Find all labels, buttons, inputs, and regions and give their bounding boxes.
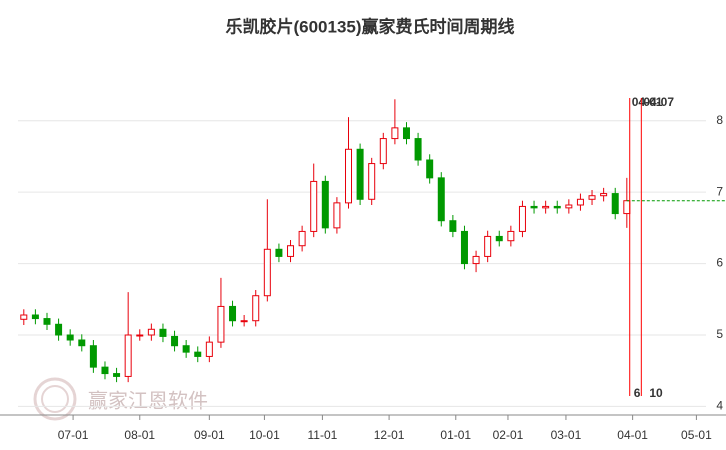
candle-body [588,195,596,200]
x-tick-label: 03-01 [551,428,582,442]
chart-title: 乐凯胶片(600135)赢家费氏时间周期线 [225,16,514,36]
candle-body [124,334,132,377]
candle-body [113,373,121,377]
x-tick-label: 12-01 [374,428,405,442]
candle-body [391,127,399,140]
cycle-count: 6 [634,386,641,400]
candle-body [205,341,213,357]
candle-body [472,255,480,265]
x-tick-label: 01-01 [440,428,471,442]
candle-body [495,235,503,242]
candle-body [229,305,237,322]
watermark: 赢家江恩软件 [88,389,208,412]
candle-body [89,345,97,368]
candle-body [460,230,468,265]
candle-body [321,180,329,229]
candle-body [402,127,410,140]
candle-body [542,205,550,209]
candle-body [240,320,248,323]
candle-body [484,235,492,257]
candle-body [252,295,260,322]
candle-body [611,193,619,215]
candle-body [275,248,283,257]
candle-body [31,314,39,320]
candle-body [136,334,144,337]
x-tick-label: 04-01 [617,428,648,442]
candle-body [78,339,86,347]
logo-ring [33,377,77,421]
candle-body [333,202,341,229]
candle-body [310,180,318,232]
candle-body [379,138,387,165]
candle-body [147,328,155,336]
candle-body [217,305,225,343]
x-tick-label: 11-01 [308,428,338,442]
y-tick-label: 6 [716,256,723,270]
candle-body [368,163,376,200]
candle-body [356,148,364,200]
candle-body [43,318,51,325]
candle-body [426,159,434,179]
candle-body [182,345,190,353]
x-tick-label: 10-01 [249,428,280,442]
x-tick-label: 08-01 [124,428,155,442]
x-tick-label: 02-01 [493,428,524,442]
cycle-date: 04-01 [632,95,663,109]
candle-body [101,366,109,375]
candle-body [55,323,63,336]
candle-body [194,351,202,357]
candle-body [437,177,445,222]
cycle-date: 04-07 [643,95,674,109]
candle-body [518,205,526,232]
y-tick-label: 7 [716,184,723,198]
candle-body [553,205,561,209]
candle-body [530,205,538,209]
candle-body [159,328,167,337]
cycle-count: 10 [649,386,663,400]
candle-body [171,335,179,347]
watermark-logo [33,377,77,421]
candle-body [576,198,584,206]
candle-body [414,138,422,161]
candle-body [66,334,74,341]
candle-body [507,230,515,242]
x-tick-label: 05-01 [681,428,712,442]
candle-body [623,200,631,215]
candle-body [298,230,306,247]
logo-inner [41,385,69,413]
x-tick-label: 07-01 [58,428,89,442]
y-tick-label: 8 [716,113,723,127]
candle-body [20,314,28,320]
candle-body [600,193,608,197]
y-tick-label: 4 [716,399,723,413]
candle-body [263,248,271,297]
candle-body [287,245,295,257]
candle-body [345,148,353,204]
y-tick-label: 5 [716,327,723,341]
x-tick-label: 09-01 [194,428,225,442]
candle-body [449,220,457,232]
candle-body [565,204,573,209]
